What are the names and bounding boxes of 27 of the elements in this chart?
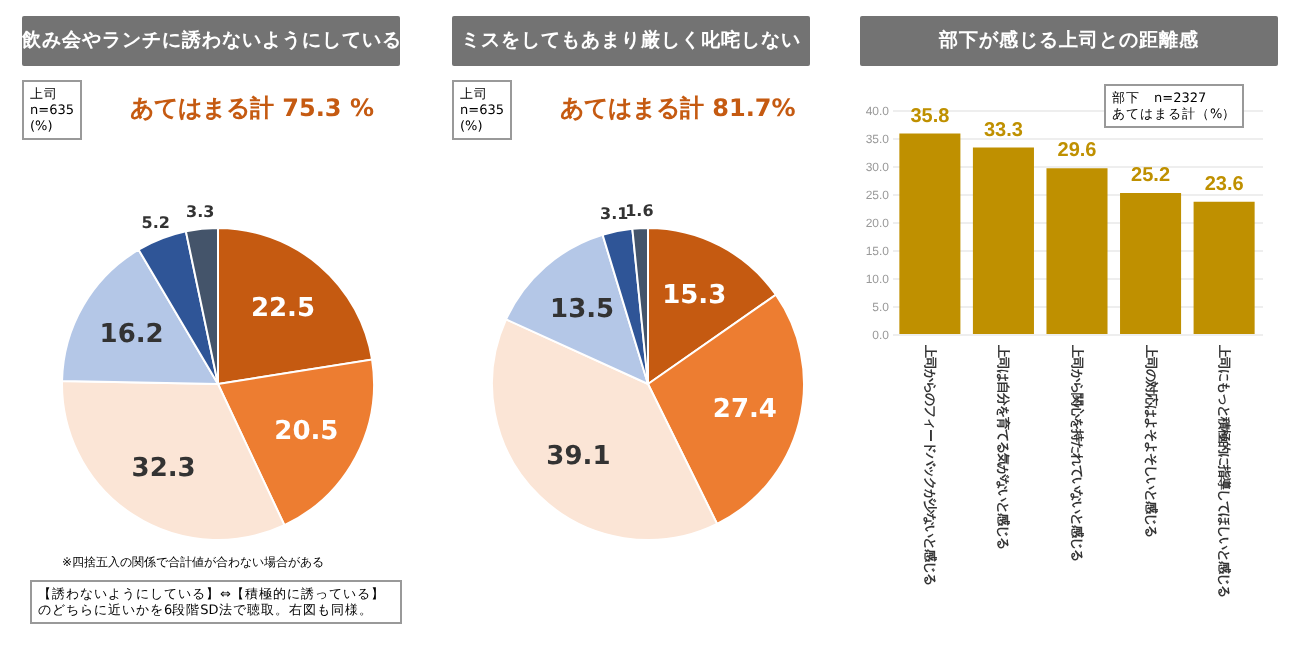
chart-title: 飲み会やランチに誘わないようにしている — [22, 16, 402, 66]
data-label: 3.1 — [600, 205, 630, 224]
chart-title: 部下が感じる上司との距離感 — [860, 16, 1278, 66]
data-label: 3.3 — [186, 202, 215, 221]
text: あてはまる計 75.3 % — [130, 92, 374, 126]
data-label: 5.2 — [141, 213, 170, 232]
data-label: 35.8 — [910, 105, 951, 128]
data-label: 15.3 — [662, 281, 727, 312]
bar — [899, 133, 961, 334]
bar — [1193, 201, 1255, 334]
data-label: 27.4 — [712, 394, 777, 425]
data-label: 22.5 — [250, 293, 316, 324]
data-label: 32.3 — [131, 453, 196, 484]
data-label: 29.6 — [1057, 140, 1098, 163]
data-label: 39.1 — [546, 441, 611, 472]
text: あてはまる計 81.7% — [560, 92, 796, 126]
bar — [1120, 192, 1182, 334]
data-label: 25.2 — [1131, 164, 1171, 187]
data-label: 23.6 — [1204, 173, 1245, 196]
data-label: 13.5 — [550, 294, 615, 325]
data-label: 16.2 — [99, 319, 164, 350]
data-label: 33.3 — [983, 119, 1024, 142]
bar — [1046, 168, 1108, 334]
data-label: 20.5 — [274, 416, 339, 447]
data-label: 1.6 — [625, 202, 655, 221]
bar — [972, 147, 1034, 334]
chart-title: ミスをしてもあまり厳しく叱咤しない — [452, 16, 810, 66]
